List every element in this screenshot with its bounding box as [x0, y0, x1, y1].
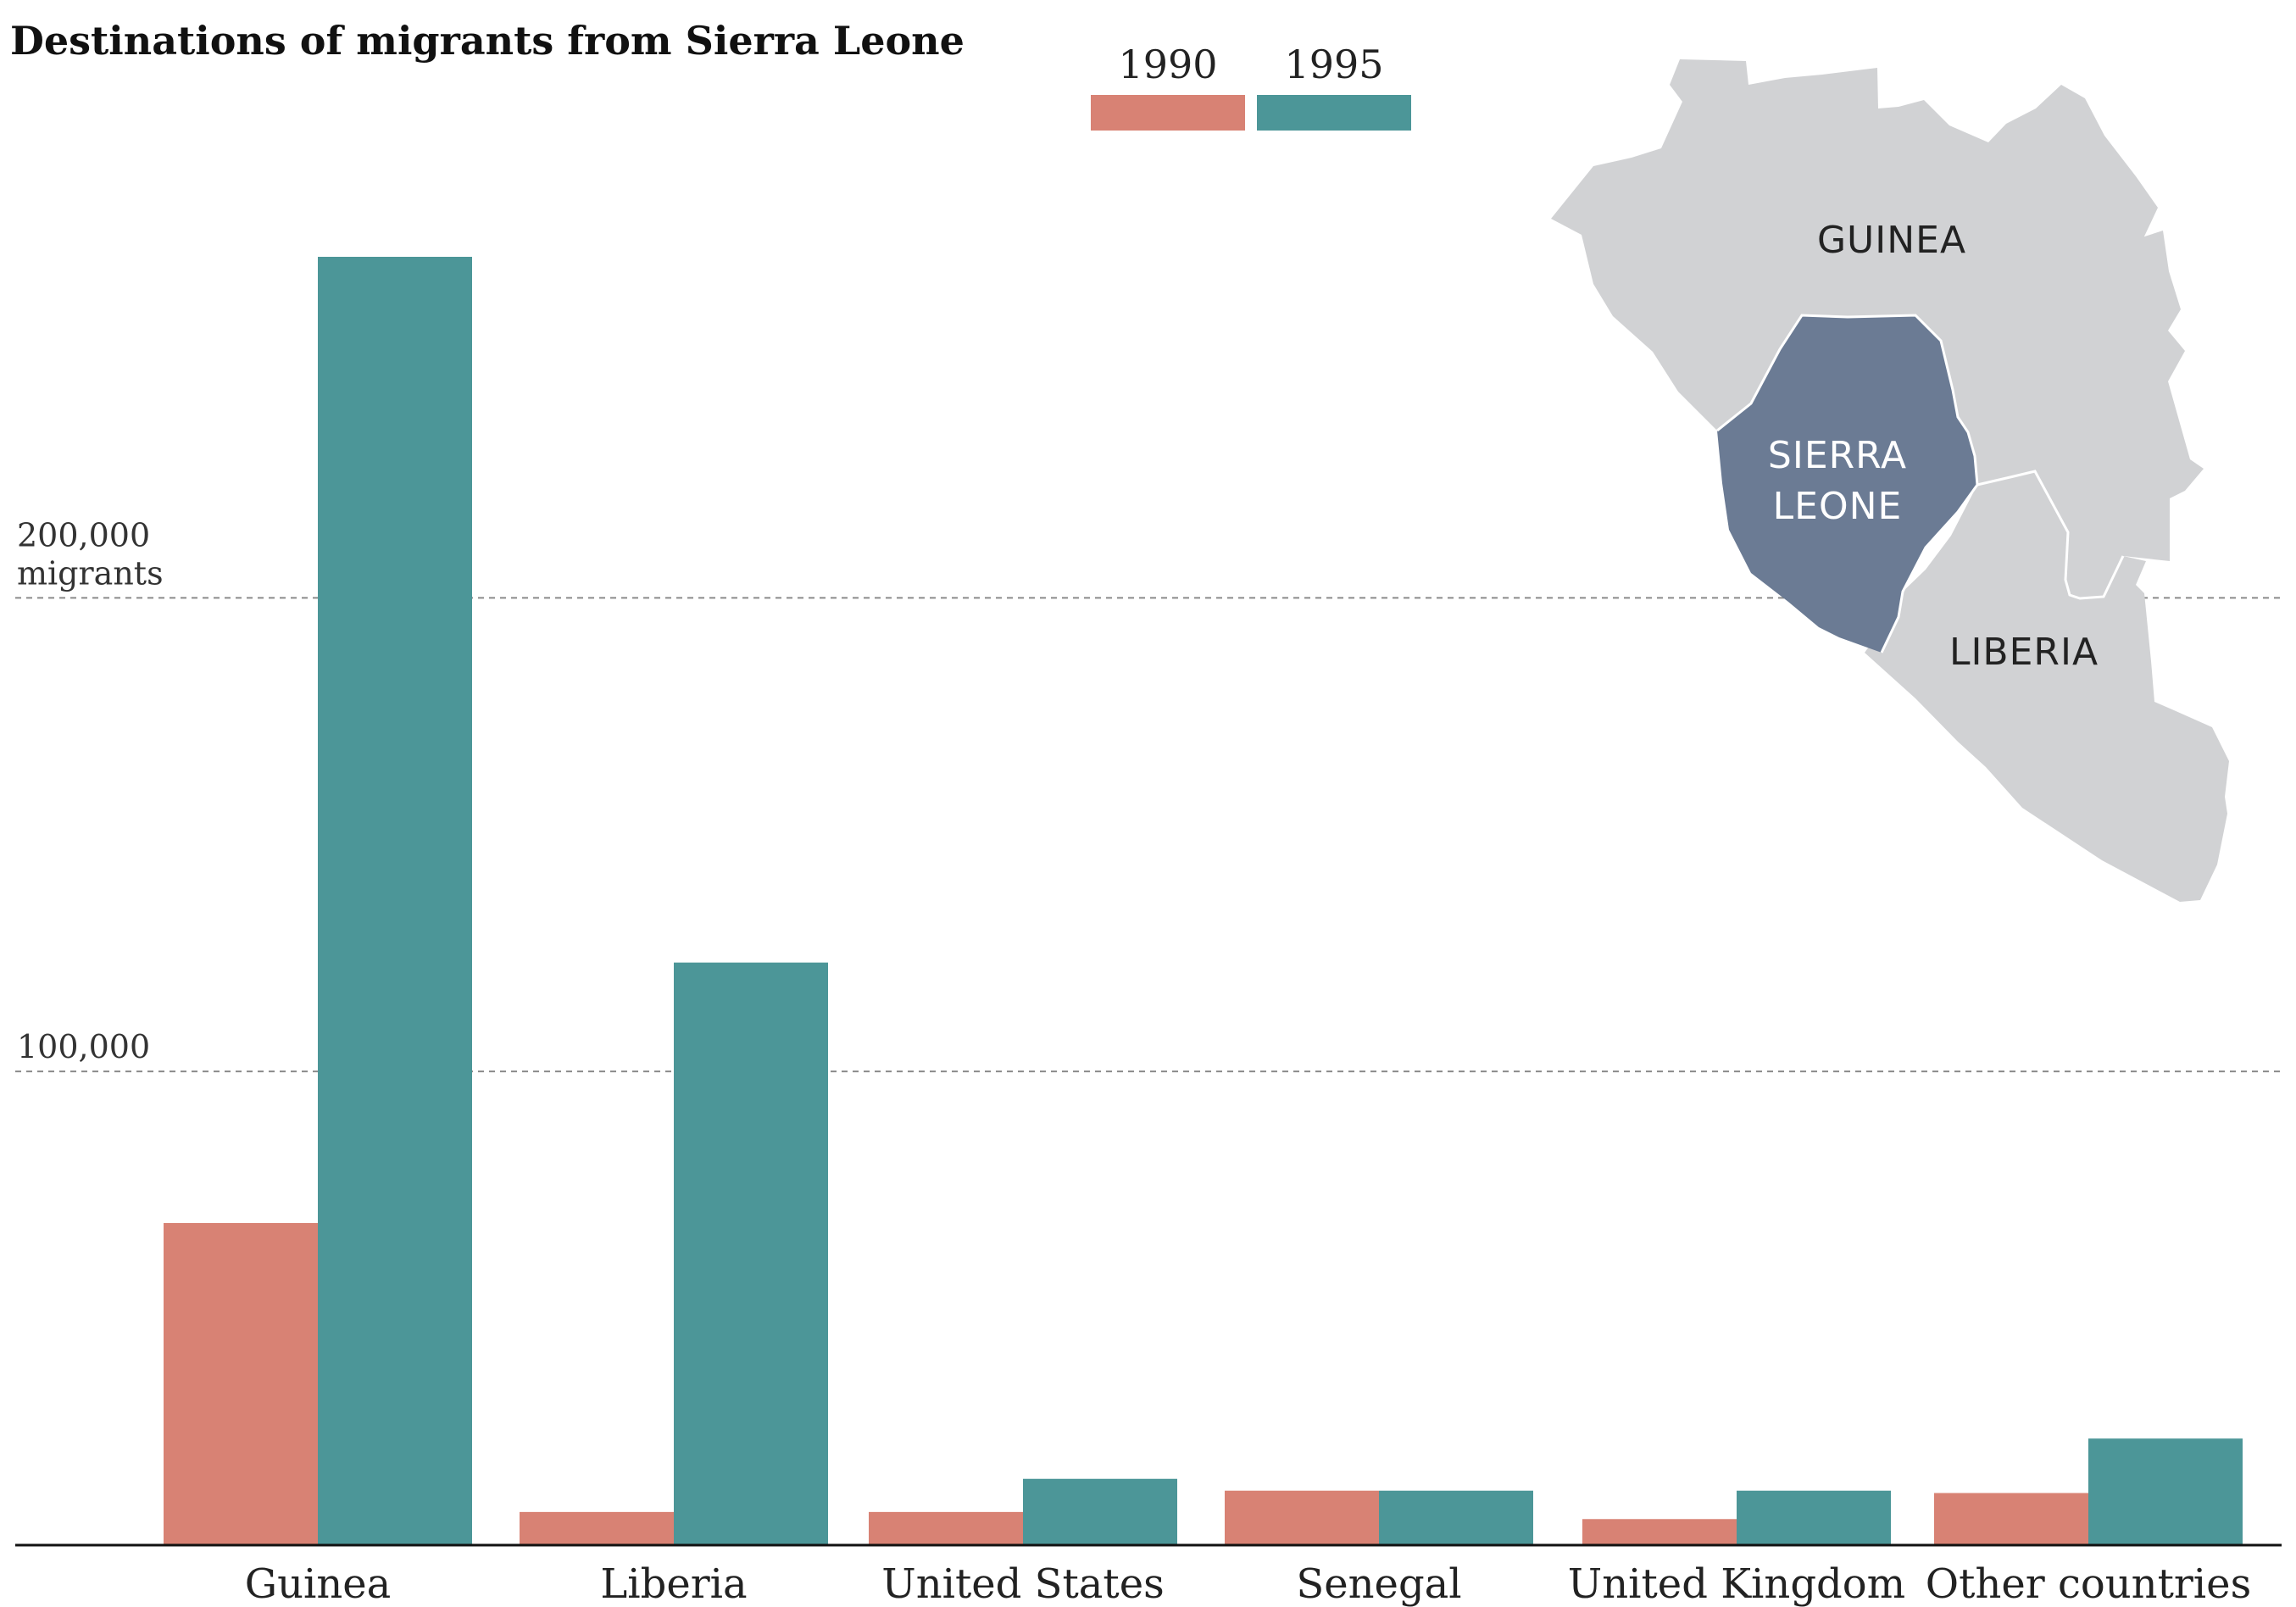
bar-1995 [1023, 1478, 1177, 1545]
bar-1995 [1379, 1490, 1533, 1545]
legend-swatch-1990 [1091, 95, 1245, 131]
border-line [1716, 314, 2125, 600]
legend-swatch-1995 [1257, 95, 1411, 131]
bar-1990 [1934, 1493, 2088, 1545]
x-tick-labels: Guinea Liberia United States Senegal United … [245, 1560, 2251, 1607]
map-label-sierra-leone-line2: LEONE [1773, 485, 1903, 528]
bar-1990 [869, 1511, 1023, 1545]
bar-1990 [164, 1223, 318, 1545]
chart-title: Destinations of migrants from Sierra Leo… [10, 18, 965, 64]
map-label-sierra-leone-line1: SIERRA [1768, 434, 1907, 477]
bar-1995 [318, 257, 472, 1545]
bar-1990 [1225, 1490, 1379, 1545]
bar-1990 [520, 1511, 674, 1545]
legend-label-1990: 1990 [1118, 42, 1217, 87]
y-tick-label: 100,000 [17, 1028, 150, 1065]
sierra-leone-shape [1717, 315, 1977, 653]
bar-1995 [674, 962, 828, 1545]
map-label-guinea: GUINEA [1817, 219, 1966, 262]
x-tick-label: Senegal [1296, 1560, 1461, 1607]
legend-label-1995: 1995 [1284, 42, 1383, 87]
region-map: GUINEA SIERRA LEONE LIBERIA [1551, 59, 2229, 902]
bar-1990 [1582, 1519, 1737, 1545]
legend: 1990 1995 [1091, 42, 1411, 131]
map-label-liberia: LIBERIA [1949, 631, 2099, 674]
border-line [1880, 484, 1979, 653]
bars [164, 257, 2243, 1545]
x-tick-label: Guinea [245, 1560, 392, 1607]
y-tick-unit: migrants [17, 554, 164, 592]
bar-1995 [1737, 1490, 1891, 1545]
x-tick-label: Liberia [600, 1560, 747, 1607]
x-tick-label: Other countries [1926, 1560, 2251, 1607]
y-tick-label: 200,000 [17, 516, 150, 553]
liberia-shape [1865, 471, 2229, 902]
x-tick-label: United Kingdom [1568, 1560, 1905, 1607]
guinea-shape [1551, 59, 2204, 598]
x-tick-label: United States [881, 1560, 1165, 1607]
bar-1995 [2088, 1438, 2243, 1545]
